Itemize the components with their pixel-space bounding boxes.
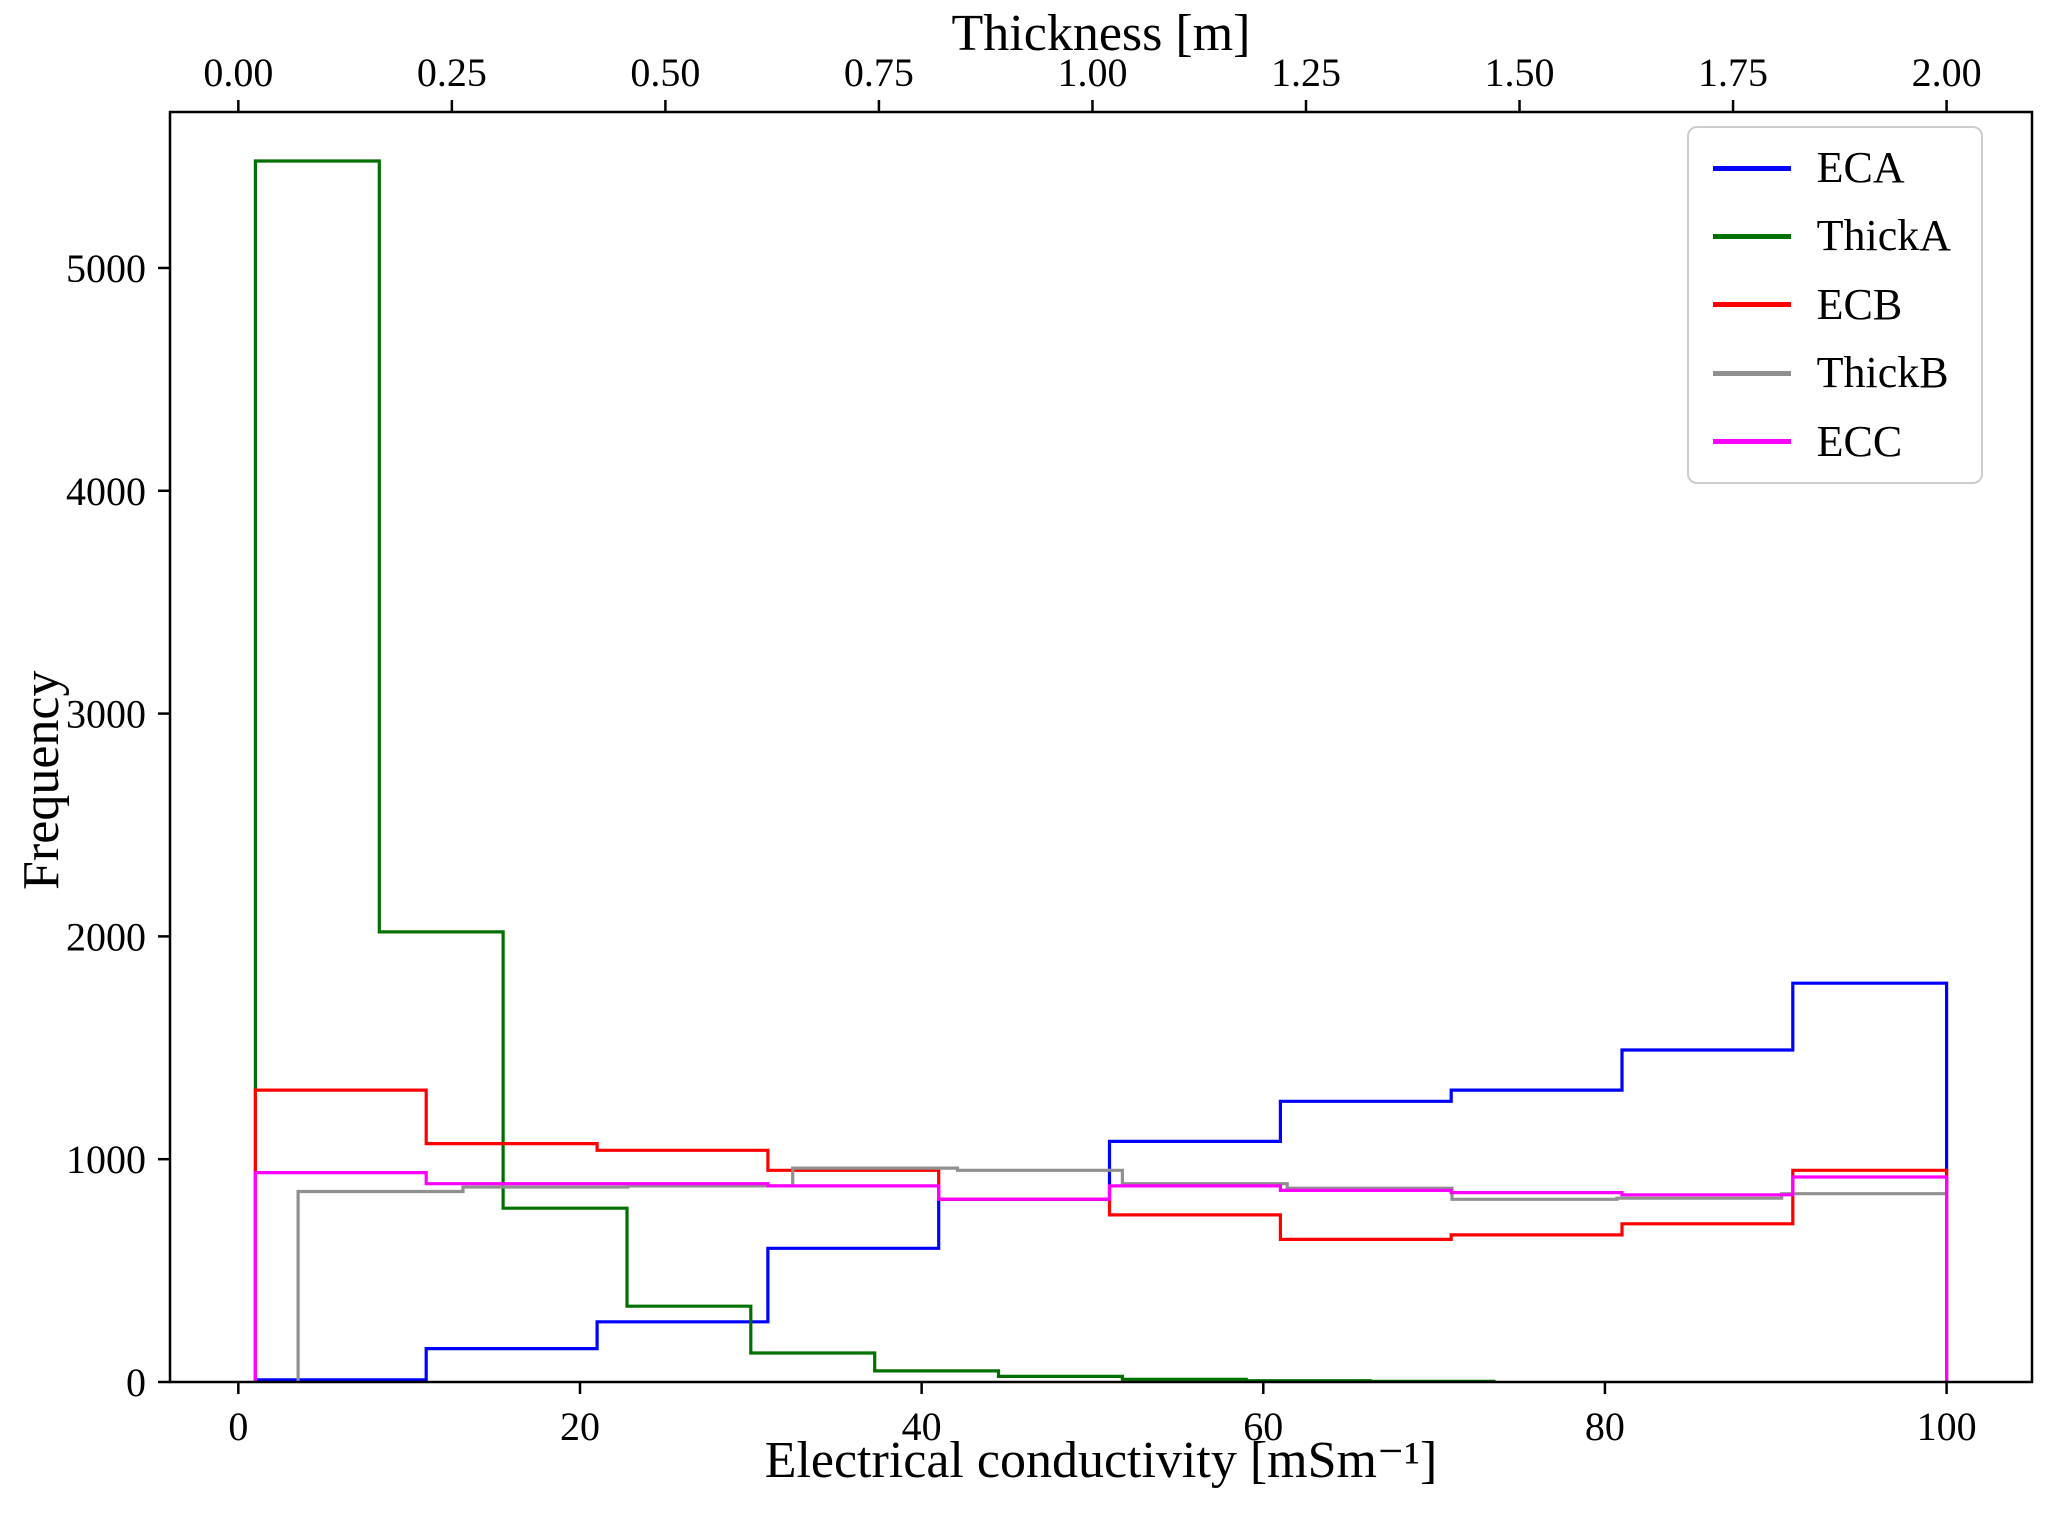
x-top-tick-label: 2.00 [1912,50,1982,95]
series-ECC [253,1171,1949,1382]
y-tick-label: 1000 [66,1137,146,1182]
x-top-tick-label: 0.50 [630,50,700,95]
x-bottom-tick-label: 40 [902,1404,942,1449]
legend-entry-ECC: ECC [1712,416,1951,466]
legend-line-ECA [1712,165,1791,171]
x-top-tick-label: 1.50 [1485,50,1555,95]
plot-spines [168,110,2034,1384]
legend-label: ECC [1816,416,1903,466]
legend-line-ECC [1712,439,1791,445]
legend-label: ECA [1816,143,1905,192]
legend-entry-ECB: ECB [1712,279,1951,329]
y-tick-label: 4000 [66,469,146,514]
legend-label: ECB [1816,279,1903,329]
x-top-tick-label: 0.75 [844,50,914,95]
series-ThickB [296,1166,1949,1382]
y-tick-label: 2000 [66,914,146,959]
legend-label: ThickB [1816,348,1949,398]
legend: ECA ThickA ECB ThickB ECC [1686,126,1983,484]
x-top-tick-label: 1.25 [1271,50,1341,95]
x-axis-label: Electrical conductivity [mSm⁻¹] [764,1432,1438,1489]
series-ECB [253,1088,1949,1382]
legend-label: ThickA [1816,211,1951,261]
x-top-tick-label: 1.00 [1057,50,1127,95]
y-tick-label: 5000 [66,246,146,291]
x-top-tick-label: 0.00 [203,50,273,95]
legend-line-ECB [1712,302,1791,308]
x-bottom-tick-label: 0 [228,1404,248,1449]
x-bottom-tick-label: 100 [1917,1404,1977,1449]
legend-line-ThickB [1712,370,1791,376]
x-top-tick-label: 0.25 [417,50,487,95]
x-bottom-tick-label: 60 [1243,1404,1283,1449]
x-bottom-tick-label: 20 [560,1404,600,1449]
y-tick-label: 3000 [66,692,146,737]
x-bottom-tick-label: 80 [1585,1404,1625,1449]
y-tick-label: 0 [126,1360,146,1405]
legend-entry-ThickB: ThickB [1712,348,1951,398]
legend-entry-ThickA: ThickA [1712,211,1951,261]
series-ThickA [253,159,1496,1383]
y-axis-label: Frequency [13,670,70,890]
x-top-tick-label: 1.75 [1698,50,1768,95]
top-axis-title: Thickness [m] [951,5,1251,62]
legend-line-ThickA [1712,234,1791,240]
legend-entry-ECA: ECA [1712,143,1951,192]
